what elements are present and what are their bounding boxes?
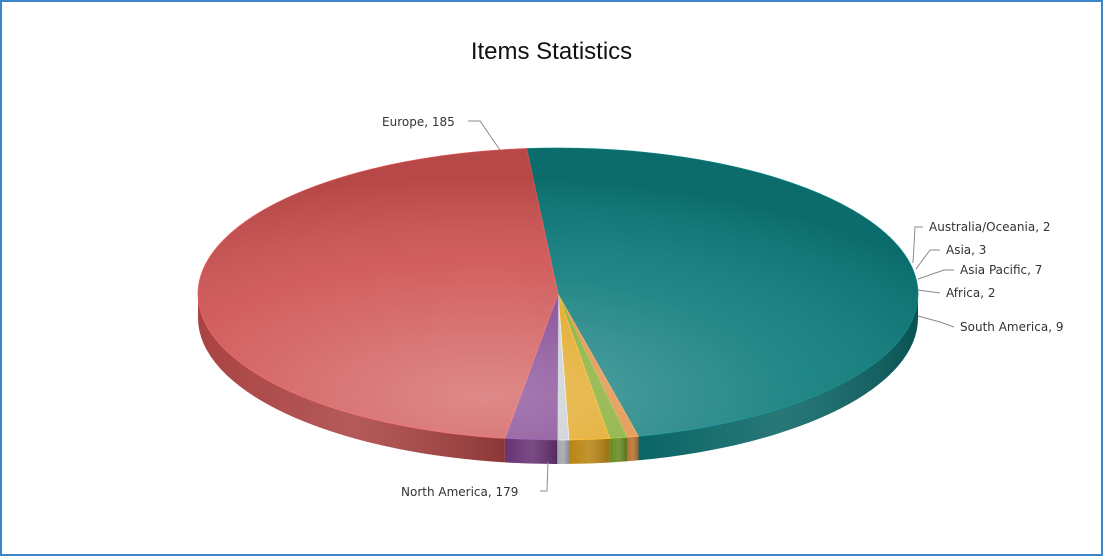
leader-line (915, 249, 940, 270)
leader-line (917, 269, 954, 280)
slice-label-australia-oceania: Australia/Oceania, 2 (929, 220, 1050, 234)
slice-label-south-america: South America, 9 (960, 320, 1063, 334)
slice-label-asia-pacific: Asia Pacific, 7 (960, 263, 1042, 277)
pie-side-shade (197, 294, 505, 463)
pie-gloss (198, 148, 918, 440)
leader-line (917, 289, 941, 294)
pie-side-shade (609, 437, 627, 463)
pie-side-shade (638, 294, 919, 461)
slice-label-africa: Africa, 2 (946, 286, 996, 300)
chart-title: Items Statistics (470, 38, 633, 65)
slice-label-europe: Europe, 185 (382, 115, 455, 129)
leader-line (912, 226, 923, 264)
pie-side-shade (626, 436, 639, 462)
pie-side-shade (557, 439, 569, 464)
leader-line (468, 120, 501, 151)
leader-line (917, 315, 955, 328)
slice-label-north-america: North America, 179 (401, 485, 518, 499)
leader-line (540, 461, 549, 492)
pie-side-shade (504, 438, 558, 464)
slice-label-asia: Asia, 3 (946, 243, 986, 257)
pie-side-shade (568, 438, 610, 464)
